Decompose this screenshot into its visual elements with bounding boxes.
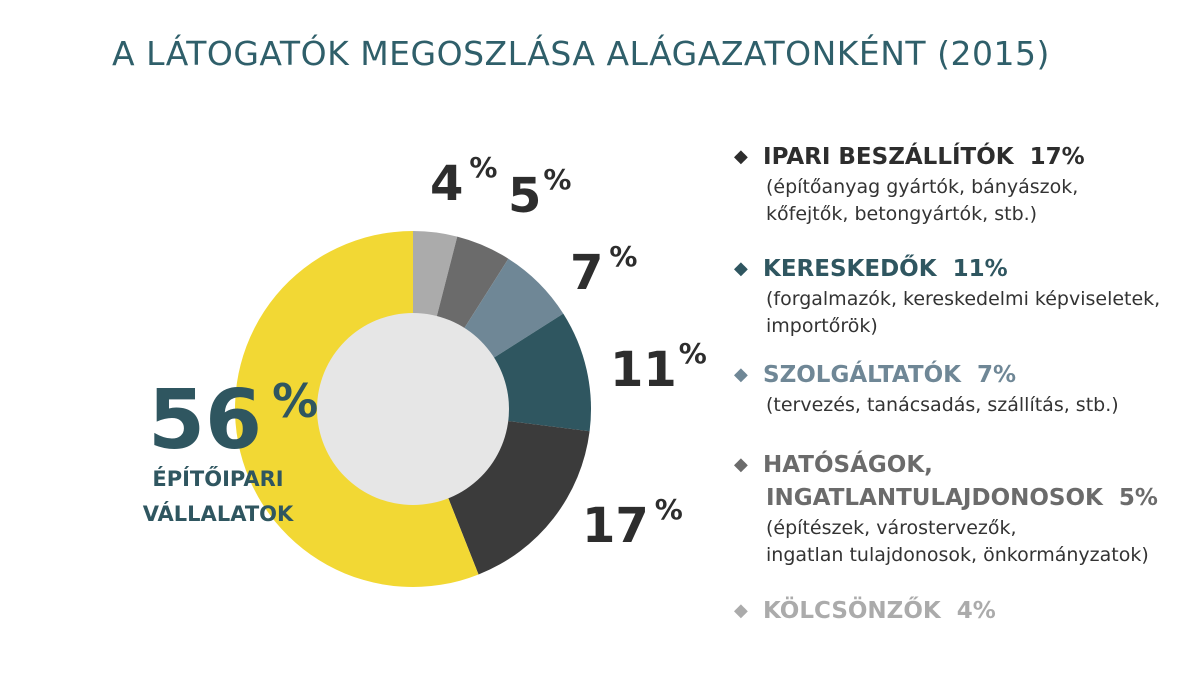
diamond-bullet-icon: ◆	[734, 364, 748, 385]
diamond-bullet-icon: ◆	[734, 146, 748, 167]
legend-item-kolcsonzok: ◆ KÖLCSÖNZŐK 4%	[734, 594, 996, 628]
legend-desc-2: importőrök)	[766, 315, 878, 337]
slice-label-17: 17%	[582, 493, 683, 554]
legend-desc-1: (építészek, várostervezők,	[766, 517, 1017, 539]
big-slice-name: ÉPÍTŐIPARI VÁLLALATOK	[118, 462, 318, 532]
diamond-bullet-icon: ◆	[734, 454, 748, 475]
legend-pct: 7%	[977, 362, 1017, 388]
diamond-bullet-icon: ◆	[734, 600, 748, 621]
slice-label-4: 4%	[430, 151, 498, 212]
slice-label-7: 7%	[570, 240, 638, 301]
legend-pct: 5%	[1118, 485, 1158, 511]
legend-item-hatosagok: ◆ HATÓSÁGOK, INGATLANTULAJDONOSOK 5% (ép…	[734, 448, 1158, 569]
legend-name: KERESKEDŐK	[763, 256, 937, 282]
chart-title: A LÁTOGATÓK MEGOSZLÁSA ALÁGAZATONKÉNT (2…	[112, 34, 1050, 73]
legend-desc-2: ingatlan tulajdonosok, önkormányzatok)	[766, 544, 1149, 566]
legend-pct: 17%	[1029, 144, 1085, 170]
slice-label-56: 56%	[148, 373, 319, 468]
legend-name-line2: INGATLANTULAJDONOSOK	[766, 485, 1103, 511]
legend-desc-1: (építőanyag gyártók, bányászok,	[766, 176, 1079, 198]
legend-item-kereskedok: ◆ KERESKEDŐK 11% (forgalmazók, kereskede…	[734, 252, 1160, 340]
diamond-bullet-icon: ◆	[734, 258, 748, 279]
legend-pct: 4%	[956, 598, 996, 624]
legend-desc-1: (forgalmazók, kereskedelmi képviseletek,	[766, 288, 1161, 310]
big-slice-name-line1: ÉPÍTŐIPARI	[152, 467, 284, 491]
legend-name: KÖLCSÖNZŐK	[763, 598, 941, 624]
legend-name: SZOLGÁLTATÓK	[763, 362, 961, 388]
slice-label-5: 5%	[508, 163, 572, 224]
slice-label-11: 11%	[610, 337, 707, 398]
legend-name-line1: HATÓSÁGOK,	[763, 452, 933, 478]
legend-desc-1: (tervezés, tanácsadás, szállítás, stb.)	[766, 394, 1119, 416]
legend-item-ipari: ◆ IPARI BESZÁLLÍTÓK 17% (építőanyag gyár…	[734, 140, 1085, 228]
legend-name: IPARI BESZÁLLÍTÓK	[763, 144, 1014, 170]
big-slice-name-line2: VÁLLALATOK	[142, 502, 294, 526]
legend-item-szolgaltatok: ◆ SZOLGÁLTATÓK 7% (tervezés, tanácsadás,…	[734, 358, 1119, 419]
legend-pct: 11%	[952, 256, 1008, 282]
donut-center	[317, 313, 509, 505]
legend-desc-2: kőfejtők, betongyártók, stb.)	[766, 203, 1038, 225]
